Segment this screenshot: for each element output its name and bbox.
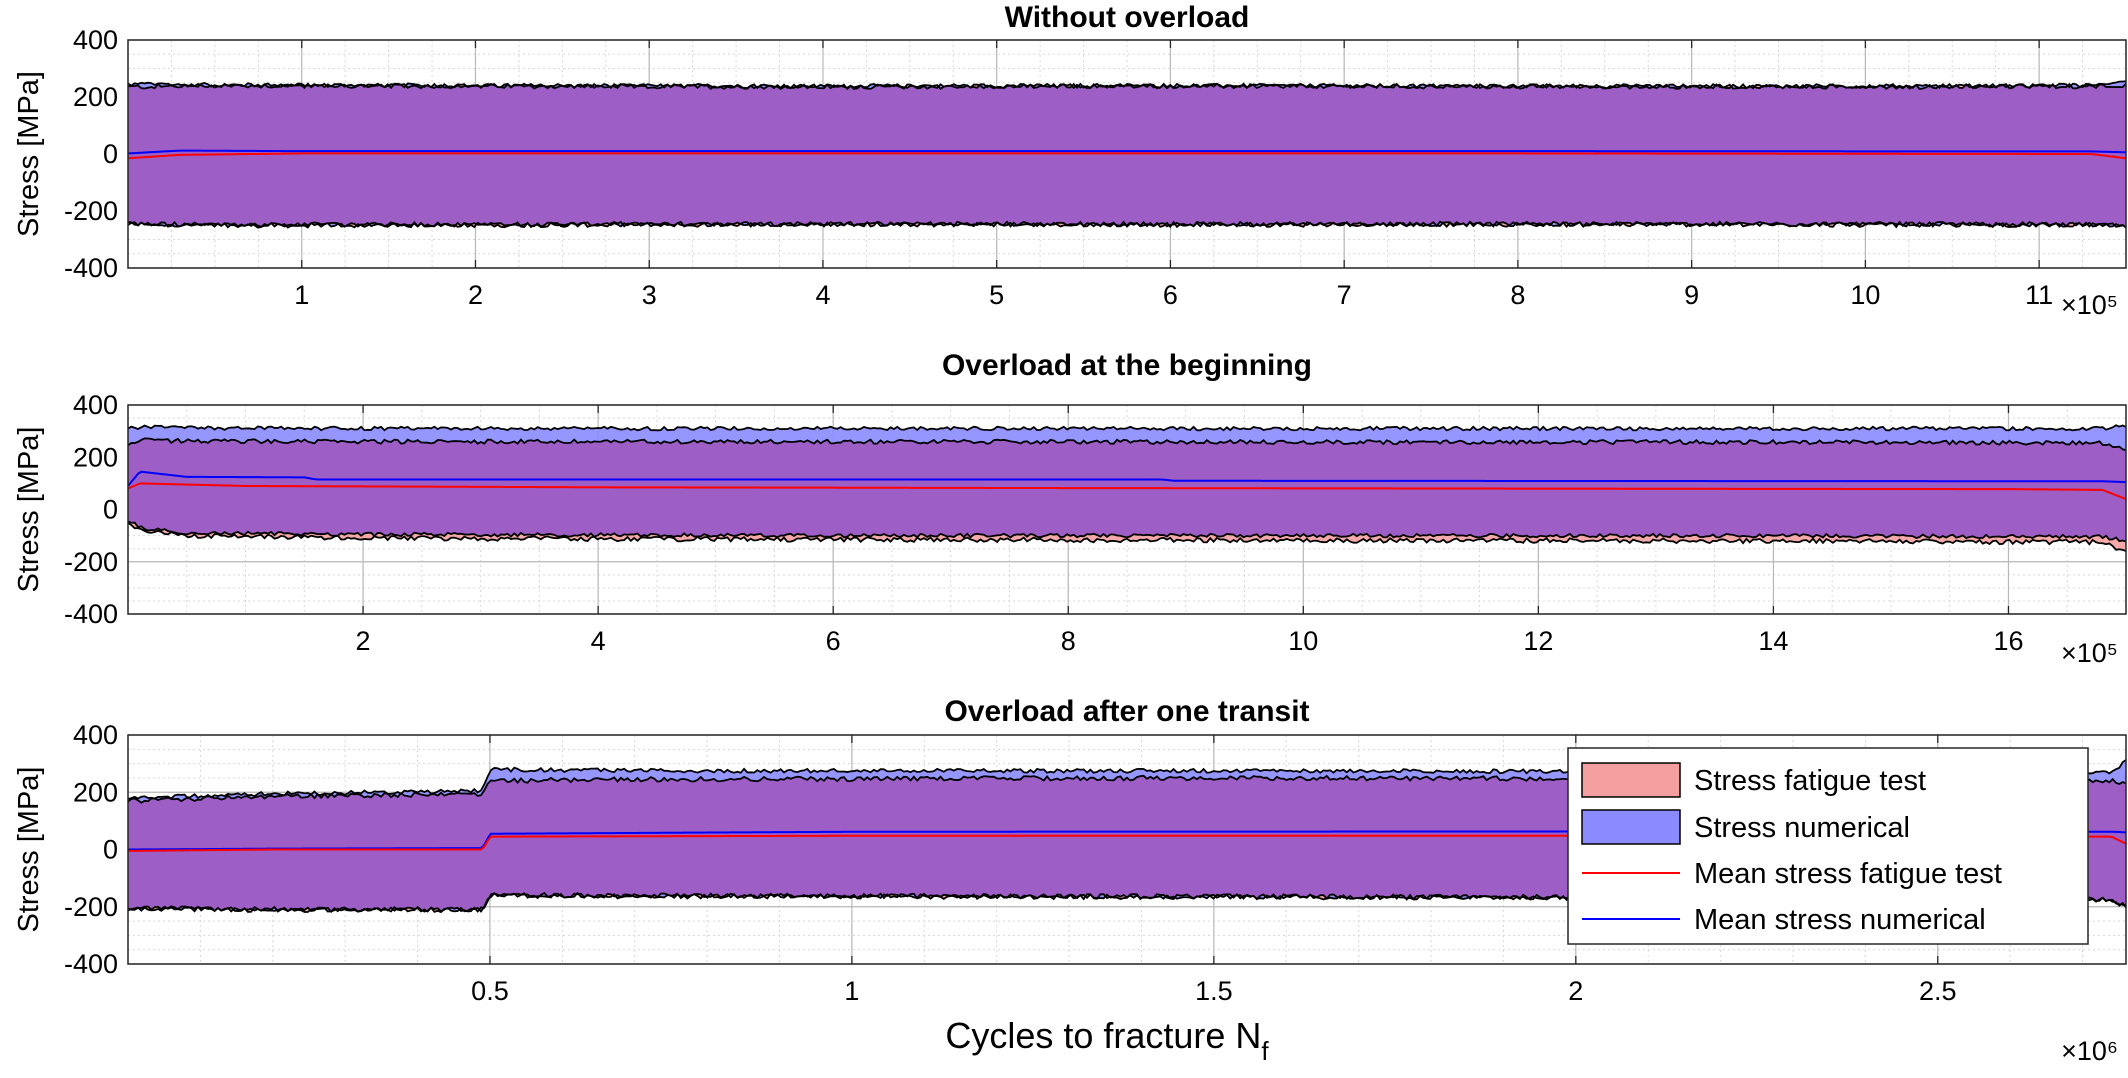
x-tick-label: 1 — [294, 280, 309, 310]
x-tick-label: 2 — [356, 626, 371, 656]
series-band-overlap — [128, 83, 2126, 227]
x-tick-label: 4 — [591, 626, 606, 656]
y-axis-label: Stress [MPa] — [13, 71, 45, 237]
x-tick-label: 10 — [1288, 626, 1318, 656]
envelope-line-3 — [127, 424, 2127, 432]
y-tick-label: -200 — [64, 547, 118, 577]
x-tick-label: 12 — [1523, 626, 1553, 656]
y-tick-label: -400 — [64, 949, 118, 979]
x-tick-label: 6 — [826, 626, 841, 656]
x-tick-label: 2 — [1568, 976, 1583, 1006]
legend: Stress fatigue test Stress numerical Mean … — [1567, 747, 2089, 945]
y-axis-label: Stress [MPa] — [13, 767, 45, 933]
x-tick-label: 10 — [1850, 280, 1880, 310]
envelope-line-3 — [127, 80, 2127, 90]
y-tick-label: 400 — [73, 25, 118, 55]
y-axis-label: Stress [MPa] — [13, 427, 45, 593]
legend-label: Stress numerical — [1694, 812, 1910, 844]
legend-swatch-stress-numerical — [1581, 809, 1681, 845]
series-line-mean-stress-fatigue-test — [127, 482, 2127, 500]
series-line-mean-stress-fatigue-test — [127, 152, 2127, 160]
chart-panel-1: Without overload 400 200 0 -200 -400 1 2 3 4 5 6 7 8 9… — [13, 1, 2127, 320]
x-axis-exponent: ×10⁵ — [2061, 290, 2118, 320]
x-tick-label: 8 — [1061, 626, 1076, 656]
x-tick-label: 5 — [989, 280, 1004, 310]
y-tick-label: 0 — [103, 139, 118, 169]
envelope-line-1 — [127, 437, 2127, 452]
y-tick-label: 0 — [103, 495, 118, 525]
chart-panel-2: Overload at the beginning 400 200 0 -200 -400… — [13, 349, 2127, 668]
axes-box — [127, 734, 2127, 965]
x-tick-label: 11 — [2025, 280, 2053, 310]
y-tick-label: 400 — [73, 390, 118, 420]
x-tick-label: 2 — [468, 280, 483, 310]
chart-title: Overload at the beginning — [942, 349, 1312, 382]
legend-swatch-stress-fatigue-test — [1581, 762, 1681, 798]
legend-label: Mean stress fatigue test — [1694, 858, 2002, 890]
x-tick-label: 1 — [844, 976, 859, 1006]
x-tick-label: 8 — [1510, 280, 1525, 310]
x-tick-label: 1.5 — [1195, 976, 1233, 1006]
y-tick-label: 400 — [73, 720, 118, 750]
chart-title: Without overload — [1005, 1, 1250, 34]
y-tick-label: 0 — [103, 835, 118, 865]
series-band-overlap — [128, 438, 2126, 542]
chart-title: Overload after one transit — [944, 695, 1309, 728]
x-tick-label: 0.5 — [471, 976, 509, 1006]
series-line-mean-stress-numerical — [127, 470, 2127, 487]
series-line-mean-stress-numerical — [127, 149, 2127, 155]
x-tick-label: 14 — [1758, 626, 1788, 656]
y-tick-label: -400 — [64, 599, 118, 629]
envelope-line-4 — [127, 520, 2127, 543]
legend-label: Mean stress numerical — [1694, 904, 1986, 936]
y-tick-label: -400 — [64, 253, 118, 283]
x-tick-label: 2.5 — [1919, 976, 1957, 1006]
x-tick-label: 4 — [815, 280, 830, 310]
envelope-line-4 — [127, 220, 2127, 229]
y-tick-label: 200 — [73, 777, 118, 807]
x-tick-label: 16 — [1993, 626, 2023, 656]
axes-box — [127, 39, 2127, 269]
x-tick-label: 3 — [642, 280, 657, 310]
legend-label: Stress fatigue test — [1694, 765, 1926, 797]
x-axis-exponent: ×10⁵ — [2061, 638, 2118, 668]
x-axis-exponent: ×10⁶ — [2061, 1036, 2118, 1066]
y-tick-label: -200 — [64, 892, 118, 922]
x-tick-label: 7 — [1337, 280, 1352, 310]
y-tick-label: 200 — [73, 442, 118, 472]
x-tick-label: 9 — [1684, 280, 1699, 310]
x-axis-label: Cycles to fracture Nf — [945, 1015, 1269, 1066]
y-tick-label: 200 — [73, 82, 118, 112]
envelope-line-2 — [127, 522, 2127, 552]
axes-box — [127, 404, 2127, 615]
y-tick-label: -200 — [64, 196, 118, 226]
x-tick-label: 6 — [1163, 280, 1178, 310]
